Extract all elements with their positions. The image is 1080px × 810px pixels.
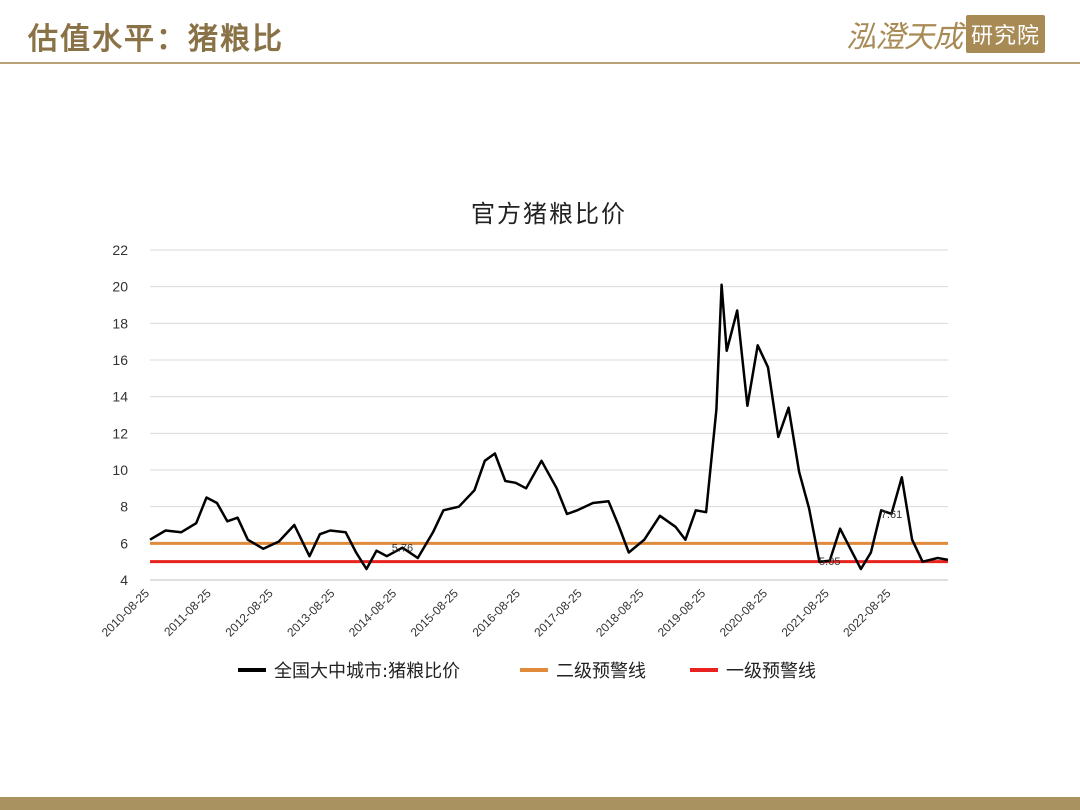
data-label-5.05: 5.05 — [819, 556, 840, 568]
chart-legend: 全国大中城市:猪粮比价 二级预警线 一级预警线 — [0, 657, 1080, 683]
y-tick-label-22: 22 — [112, 242, 128, 258]
x-tick-label-2012-08-25: 2012-08-25 — [222, 586, 276, 640]
y-tick-label-20: 20 — [112, 279, 128, 295]
page-title: 估值水平：猪粮比 — [28, 22, 284, 57]
footer-bar — [0, 797, 1080, 810]
slide-header: 估值水平：猪粮比 泓澄天成 研究院 — [0, 0, 1080, 64]
y-tick-label-18: 18 — [112, 315, 128, 331]
y-tick-label-14: 14 — [112, 389, 128, 405]
data-label-7.61: 7.61 — [881, 509, 902, 521]
y-tick-label-4: 4 — [120, 572, 128, 588]
logo-box-text: 研究院 — [966, 15, 1046, 53]
x-tick-label-2016-08-25: 2016-08-25 — [470, 586, 524, 640]
y-tick-label-6: 6 — [120, 535, 128, 551]
legend-label-warn2: 二级预警线 — [556, 661, 646, 682]
legend-item-warn1: 一级预警线 — [690, 657, 816, 683]
x-tick-label-2011-08-25: 2011-08-25 — [161, 586, 214, 639]
legend-item-series: 全国大中城市:猪粮比价 — [238, 657, 460, 683]
x-tick-label-2019-08-25: 2019-08-25 — [655, 586, 709, 640]
chart-title: 官方猪粮比价 — [471, 200, 627, 228]
x-tick-label-2014-08-25: 2014-08-25 — [346, 586, 400, 640]
y-tick-label-12: 12 — [112, 425, 128, 441]
y-tick-label-16: 16 — [112, 352, 128, 368]
x-tick-label-2018-08-25: 2018-08-25 — [593, 586, 647, 640]
data-label-5.76: 5.76 — [392, 543, 413, 555]
y-tick-label-10: 10 — [112, 462, 128, 478]
logo-script-text: 泓澄天成 — [846, 20, 963, 55]
x-tick-label-2010-08-25: 2010-08-25 — [99, 586, 153, 640]
legend-swatch-warn1 — [690, 668, 718, 672]
header-divider — [0, 62, 1080, 64]
x-tick-label-2021-08-25: 2021-08-25 — [779, 586, 833, 640]
series-line-pig-grain-ratio — [149, 283, 949, 571]
x-tick-label-2015-08-25: 2015-08-25 — [408, 586, 462, 640]
x-tick-label-2013-08-25: 2013-08-25 — [284, 586, 338, 640]
legend-item-warn2: 二级预警线 — [520, 657, 646, 683]
legend-swatch-series — [238, 668, 266, 672]
brand-logo: 泓澄天成 研究院 — [846, 14, 1046, 55]
legend-label-warn1: 一级预警线 — [726, 661, 816, 682]
x-tick-label-2017-08-25: 2017-08-25 — [531, 586, 585, 640]
x-tick-label-2022-08-25: 2022-08-25 — [840, 586, 894, 640]
legend-label-series: 全国大中城市:猪粮比价 — [274, 661, 461, 682]
y-tick-label-8: 8 — [120, 499, 128, 515]
x-tick-label-2020-08-25: 2020-08-25 — [717, 586, 771, 640]
legend-swatch-warn2 — [520, 668, 548, 672]
